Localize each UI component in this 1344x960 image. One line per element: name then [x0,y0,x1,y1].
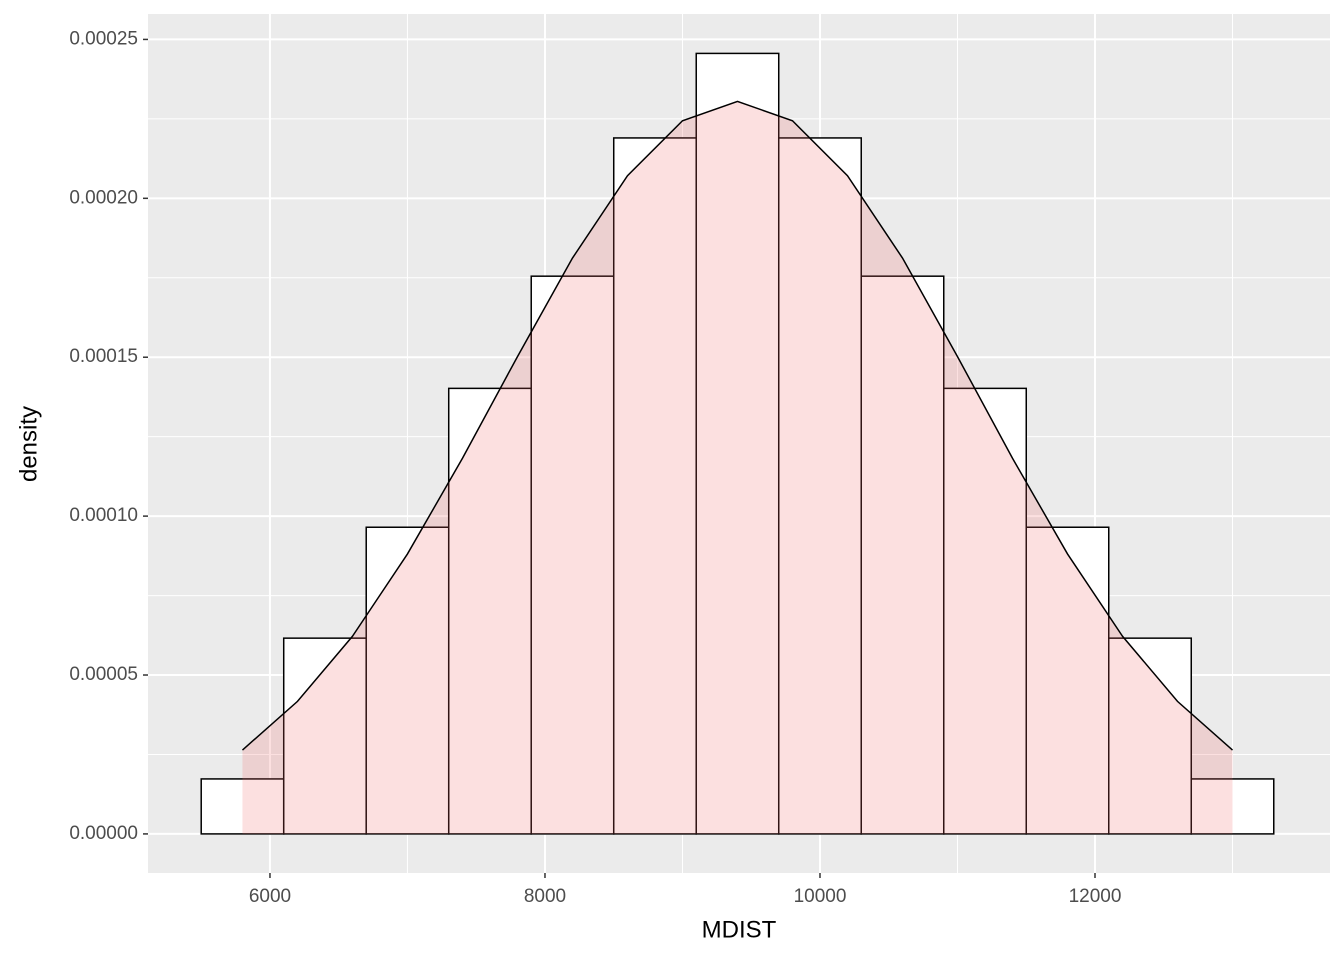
density-area [242,101,1233,834]
x-tick-label: 8000 [524,886,566,907]
bar [695,52,780,835]
bar [200,778,285,835]
bar [1108,637,1193,835]
bar [1190,778,1275,835]
bar [447,387,532,835]
y-tick-label: 0.00015 [69,346,138,367]
bar [612,137,697,835]
y-tick-label: 0.00005 [69,664,138,685]
bar [282,637,367,835]
bar [777,137,862,835]
y-tick-label: 0.00010 [69,505,138,526]
y-tick-label: 0.00000 [69,823,138,844]
bar [1025,526,1110,835]
x-tick-label: 6000 [249,886,291,907]
y-tick-label: 0.00020 [69,187,138,208]
y-axis-title: density [15,406,42,482]
x-tick-label: 10000 [794,886,847,907]
y-tick-label: 0.00025 [69,28,138,49]
bar [530,275,615,835]
x-axis-title: MDIST [702,916,777,943]
x-tick-label: 12000 [1069,886,1122,907]
density-line [241,100,1234,751]
bar [365,526,450,835]
